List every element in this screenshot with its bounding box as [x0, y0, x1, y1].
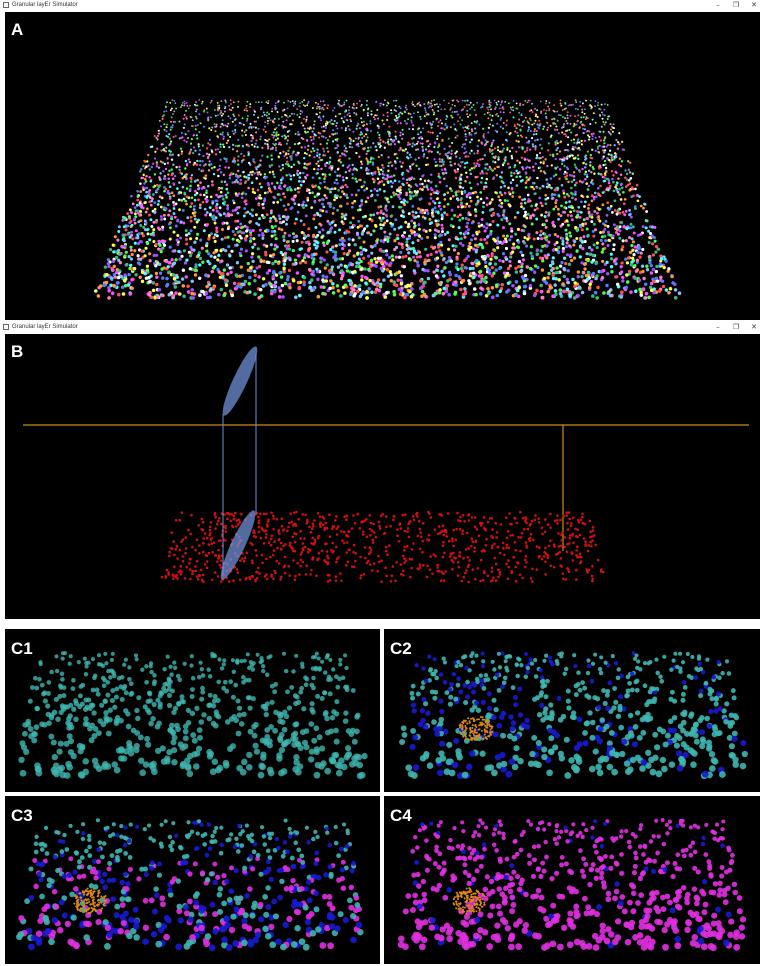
cell-cloud-c4	[397, 818, 747, 952]
panel-c3: C3	[5, 796, 380, 964]
title-bar-b: Granular layEr Simulator – ❐ ✕	[0, 322, 765, 333]
cell-cloud-c2	[399, 651, 748, 780]
panel-label-c2: C2	[390, 639, 412, 658]
granular-layer-cloud-a	[94, 99, 682, 300]
simulator-window-b: Granular layEr Simulator – ❐ ✕ B	[0, 322, 765, 620]
minimize-button[interactable]: –	[716, 1, 720, 9]
app-icon	[3, 324, 9, 330]
panel-c2: C2	[384, 629, 760, 792]
panel-label-c1: C1	[11, 639, 33, 658]
cell-scene-b	[23, 346, 749, 584]
panel-label-a: A	[11, 20, 24, 39]
app-icon	[3, 2, 9, 8]
title-bar-a: Granular layEr Simulator – ❐ ✕	[0, 0, 765, 11]
panel-label-b: B	[11, 342, 24, 361]
window-title: Granular layEr Simulator	[12, 2, 78, 8]
viewport-b[interactable]: B	[5, 334, 760, 619]
cell-cloud-c1	[18, 651, 368, 780]
panel-label-c3: C3	[11, 806, 33, 825]
panel-label-c4: C4	[390, 806, 412, 825]
simulator-window-a: Granular layEr Simulator – ❐ ✕ A	[0, 0, 765, 322]
minimize-button[interactable]: –	[716, 323, 720, 331]
panel-c4: C4	[384, 796, 760, 964]
cell-cloud-c3	[16, 818, 364, 952]
restore-button[interactable]: ❐	[732, 323, 740, 331]
panel-c1: C1	[5, 629, 380, 792]
close-button[interactable]: ✕	[751, 1, 757, 9]
window-title: Granular layEr Simulator	[12, 324, 78, 330]
close-button[interactable]: ✕	[751, 323, 757, 331]
viewport-a[interactable]: A	[5, 12, 760, 320]
restore-button[interactable]: ❐	[732, 1, 740, 9]
